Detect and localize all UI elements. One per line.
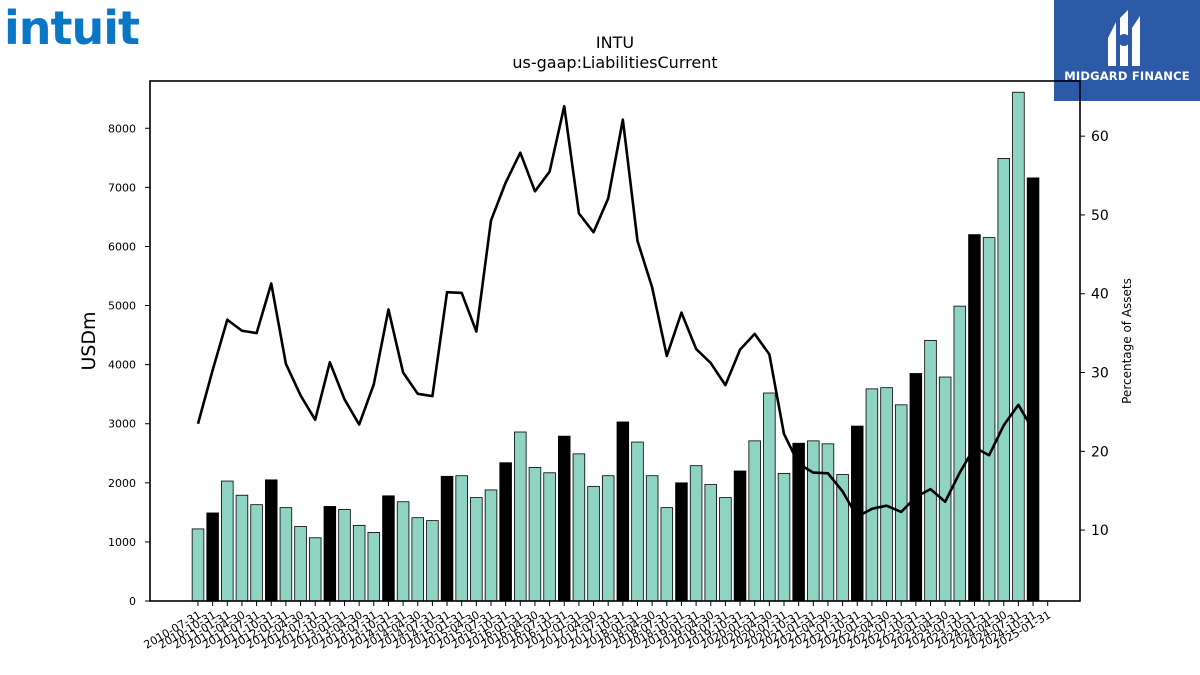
bar-2018-01-31 [631, 441, 644, 602]
y-tick-label: 1000 [108, 536, 136, 549]
y-axis-label: USDm [78, 311, 100, 370]
midgard-finance-logo: MIDGARD FINANCE [1054, 0, 1200, 101]
line-group [196, 104, 1035, 519]
intuit-logo: intuit [4, 1, 154, 55]
bar-2010-07-31 [191, 528, 205, 602]
y-tick-label: 7000 [108, 181, 136, 194]
y2-tick-label: 30 [1091, 366, 1109, 382]
bar-2018-04-30 [645, 475, 659, 602]
bar-2015-01-31 [455, 475, 468, 602]
y-tick-label: 3000 [108, 418, 136, 431]
y-tick-label: 4000 [108, 359, 136, 372]
y2-axis-label: Percentage of Assets [1120, 278, 1134, 404]
y-tick-label: 6000 [108, 240, 136, 253]
series-line-percentage-of-assets [196, 104, 1035, 519]
bar-2018-07-31 [660, 507, 674, 602]
bar-2024-07-31 [1012, 91, 1025, 602]
y2-tick-label: 60 [1091, 129, 1109, 145]
intuit-logo-text: intuit [4, 2, 139, 50]
bar-2012-01-31 [279, 507, 293, 602]
y-tick-label: 5000 [108, 300, 136, 313]
bar-2014-04-30 [411, 517, 424, 602]
bar-2012-10-31 [323, 506, 337, 602]
bar-2019-10-31 [733, 470, 747, 602]
bar-2016-01-31 [514, 431, 527, 602]
bar-2016-04-30 [528, 467, 542, 602]
bar-2016-07-31 [543, 472, 556, 602]
bar-2024-01-31 [982, 237, 996, 602]
bar-2021-01-31 [807, 440, 820, 602]
bar-2014-07-31 [426, 520, 439, 602]
bar-2020-01-31 [748, 440, 761, 602]
bar-2023-01-31 [924, 340, 937, 602]
bar-2019-04-30 [704, 484, 718, 602]
bar-2015-07-31 [484, 489, 498, 602]
y2-tick-label: 10 [1091, 523, 1109, 539]
bar-2015-10-31 [499, 462, 512, 602]
bar-2021-04-30 [821, 443, 835, 602]
bar-2022-04-30 [880, 387, 893, 602]
bar-2020-04-30 [763, 392, 776, 602]
bars-group [191, 91, 1040, 602]
y2-tick-label: 40 [1091, 287, 1109, 303]
bar-2020-07-31 [777, 472, 791, 602]
bar-2011-01-31 [221, 480, 234, 602]
bar-2023-07-31 [953, 305, 967, 602]
bar-2013-01-31 [338, 509, 351, 602]
bar-2013-10-31 [382, 495, 395, 602]
bar-2010-10-31 [206, 512, 219, 602]
bar-2022-01-31 [865, 388, 879, 602]
y2-tick-label: 20 [1091, 444, 1109, 460]
bar-2013-07-31 [367, 532, 381, 602]
y2-tick-label: 50 [1091, 208, 1109, 224]
bar-2019-07-31 [719, 497, 732, 602]
midgard-logo-text: MIDGARD FINANCE [1064, 69, 1190, 83]
bar-2023-04-30 [938, 376, 952, 602]
bar-2011-10-31 [264, 479, 278, 602]
bar-2012-04-30 [294, 526, 307, 602]
bar-2018-10-31 [675, 482, 688, 602]
bar-2022-07-31 [894, 404, 908, 602]
midgard-mark-icon [1108, 10, 1140, 66]
bar-2012-07-31 [308, 537, 322, 602]
bar-2017-07-31 [601, 475, 615, 602]
bar-2022-10-31 [909, 373, 923, 602]
bar-2011-07-31 [250, 504, 263, 602]
plot-frame [149, 80, 1081, 602]
bar-2014-10-31 [440, 475, 454, 602]
chart-title: INTU [596, 33, 634, 52]
bar-2013-04-30 [352, 524, 366, 602]
bar-2016-10-31 [558, 435, 571, 602]
y-tick-label: 2000 [108, 477, 136, 490]
bar-2017-10-31 [616, 421, 630, 602]
axes-group: 0 1000 2000 3000 4000 5000 6000 7000 8000 10 20 30 4… [108, 80, 1109, 652]
chart-subtitle: us-gaap:LiabilitiesCurrent [512, 53, 717, 72]
bar-2015-04-30 [470, 497, 483, 602]
bar-2024-10-31 [1026, 177, 1040, 602]
bar-2014-01-31 [396, 501, 410, 602]
bar-2017-01-31 [572, 453, 586, 602]
bar-2011-04-30 [235, 494, 249, 602]
y-tick-label: 8000 [108, 122, 136, 135]
y-tick-label: 0 [129, 595, 136, 608]
bar-2024-04-30 [997, 158, 1011, 602]
bar-2023-10-31 [968, 234, 981, 602]
bar-2017-04-30 [587, 485, 600, 602]
bar-2019-01-31 [689, 465, 703, 602]
